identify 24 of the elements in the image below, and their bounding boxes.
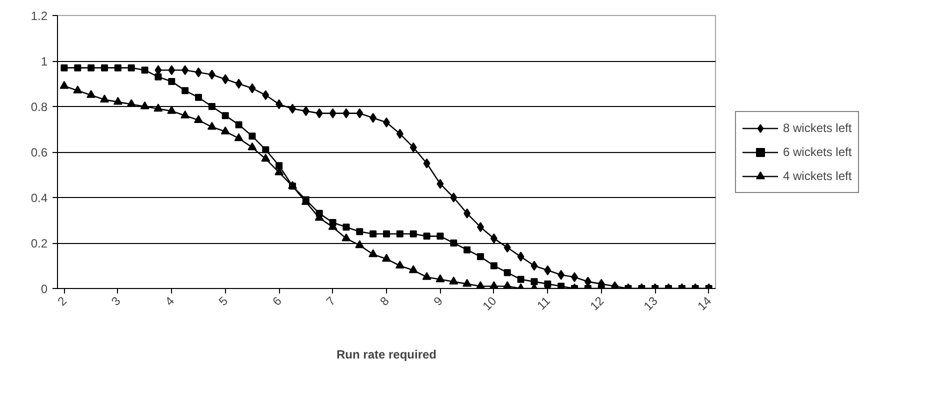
x-axis-title: Run rate required <box>336 347 437 362</box>
x-tick-label: 4 <box>162 294 178 309</box>
y-tick-label: 0.8 <box>30 100 48 114</box>
x-tick-label: 14 <box>694 294 714 314</box>
x-tick-label: 5 <box>216 294 231 309</box>
x-tick-label: 3 <box>108 294 124 309</box>
x-tick-label: 12 <box>587 294 607 314</box>
x-tick-label: 6 <box>270 294 285 309</box>
legend-label: 4 wickets left <box>783 168 852 182</box>
y-tick-label: 0 <box>40 282 48 296</box>
y-tick-label: 0.2 <box>30 236 48 250</box>
y-tick-label: 1 <box>40 54 48 68</box>
x-tick-label: 13 <box>641 294 661 314</box>
y-tick-label: 0.4 <box>30 191 48 205</box>
x-tick-label: 9 <box>430 294 446 309</box>
legend-label: 6 wickets left <box>783 144 852 158</box>
y-tick-label: 1.2 <box>30 9 48 23</box>
x-tick-label: 10 <box>480 294 500 314</box>
x-tick-label: 7 <box>323 294 338 309</box>
x-tick-label: 11 <box>534 294 554 313</box>
x-tick-label: 2 <box>54 294 70 309</box>
legend-label: 8 wickets left <box>783 120 852 134</box>
x-tick-label: 8 <box>377 294 392 309</box>
y-tick-label: 0.6 <box>30 146 48 160</box>
